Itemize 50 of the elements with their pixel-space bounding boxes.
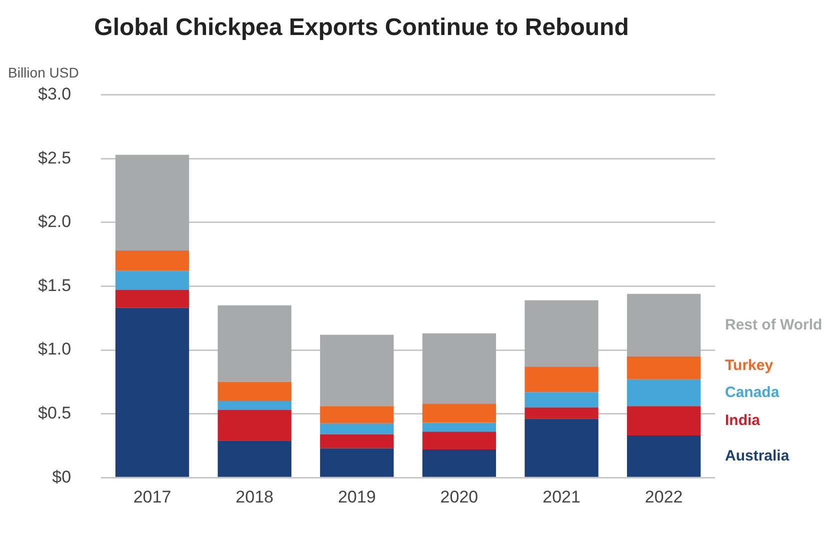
x-tick-label: 2020 <box>440 487 478 506</box>
bar <box>524 392 598 408</box>
bar <box>115 154 190 250</box>
bar <box>524 300 598 367</box>
bar <box>627 294 701 356</box>
bar <box>218 305 292 382</box>
bar <box>320 334 394 406</box>
bar <box>422 404 496 423</box>
bar <box>422 422 496 432</box>
bar <box>115 290 190 308</box>
x-tick-label: 2021 <box>542 487 580 506</box>
bar <box>422 450 496 477</box>
bar <box>218 410 292 441</box>
bar <box>115 308 190 477</box>
x-tick-label: 2022 <box>644 487 683 506</box>
y-tick-label: $2.0 <box>38 212 72 232</box>
series-label: Rest of World <box>725 316 822 334</box>
bar <box>627 379 701 406</box>
y-tick-label: $1.5 <box>38 276 72 295</box>
bar <box>524 407 598 419</box>
y-tick-label: $0 <box>52 467 72 486</box>
bar <box>524 366 598 392</box>
bar <box>627 406 701 436</box>
bar <box>320 434 394 448</box>
y-tick-label: $2.5 <box>38 148 72 168</box>
bar <box>218 382 292 402</box>
x-tick-label: 2018 <box>236 487 274 506</box>
y-axis-title: Billion USD <box>8 64 79 81</box>
bar <box>320 423 394 434</box>
series-label: Canada <box>725 384 780 401</box>
y-tick-label: $3.0 <box>38 84 72 104</box>
bar <box>115 250 190 271</box>
bar <box>320 406 394 424</box>
bar <box>627 356 701 380</box>
y-tick-label: $1.0 <box>38 340 72 359</box>
bar <box>320 448 394 477</box>
bar <box>115 270 190 290</box>
series-label: Turkey <box>725 356 774 374</box>
bar <box>218 440 292 477</box>
bar <box>422 333 496 404</box>
bar <box>218 401 292 410</box>
series-label: India <box>725 412 761 429</box>
x-tick-label: 2019 <box>338 487 376 506</box>
bar <box>422 432 496 450</box>
chart-title: Global Chickpea Exports Continue to Rebound <box>94 14 629 42</box>
y-tick-label: $0.5 <box>38 403 72 422</box>
x-tick-label: 2017 <box>133 487 172 506</box>
series-label: Australia <box>725 448 790 465</box>
bar <box>627 435 701 477</box>
bar <box>524 418 598 477</box>
